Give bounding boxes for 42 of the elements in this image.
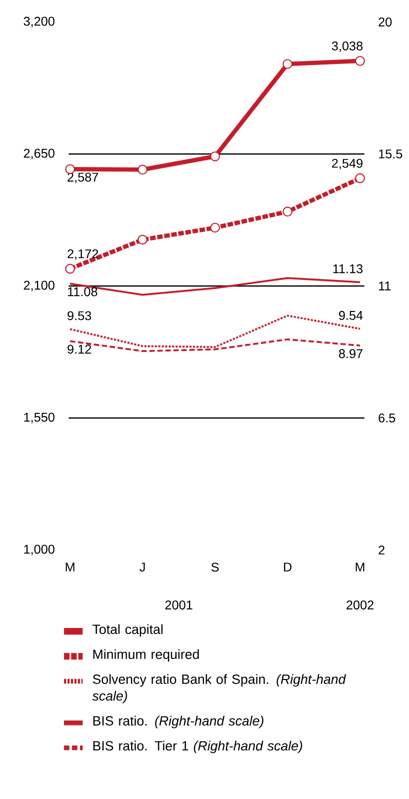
x-tick-label: M — [66, 562, 74, 572]
text: Solvency ratio Bank of Spain. (Right-hand scale) — [92, 674, 346, 704]
legend-label: BIS ratio. Tier 1 (Right-hand scale) — [93, 740, 302, 754]
y-tick-label: 1,550 — [24, 412, 54, 424]
text: 2001 — [165, 600, 192, 610]
data-label: 3,038 — [332, 41, 363, 52]
point — [355, 56, 365, 66]
data-label: 11.13 — [333, 264, 363, 274]
y2-tick-label: 6.5 — [378, 414, 396, 422]
point — [138, 234, 148, 245]
point — [210, 151, 220, 162]
data-label: 9.54 — [339, 310, 363, 320]
y2-tick-label: 20 — [378, 18, 392, 26]
data-label: 11.08 — [68, 287, 98, 296]
data-label: 2,549 — [332, 158, 362, 170]
y2-tick-label: 11 — [379, 282, 391, 290]
point — [282, 59, 292, 69]
y-tick-label: 2,100 — [24, 280, 54, 292]
x-tick-label: J — [140, 562, 145, 572]
point — [65, 264, 76, 274]
point — [282, 206, 292, 217]
data-label: 2,172 — [68, 249, 98, 260]
data-label: 9.12 — [68, 344, 92, 354]
data-label: 8.97 — [338, 349, 362, 358]
line-series — [69, 277, 361, 296]
text: 2002 — [346, 600, 374, 610]
point — [210, 222, 220, 233]
y-tick-label: 1,000 — [24, 544, 54, 556]
x-tick-label: S — [211, 562, 219, 572]
x-tick-label: D — [284, 562, 292, 572]
point — [355, 173, 365, 184]
data-label: 2,587 — [68, 172, 98, 184]
y-tick-label: 3,200 — [24, 16, 54, 28]
y2-tick-label: 2 — [378, 546, 384, 554]
point — [138, 164, 148, 175]
data-label: 9.53 — [68, 311, 92, 320]
legend-label: Total capital — [92, 624, 163, 637]
y-tick-label: 2,650 — [24, 148, 54, 160]
y2-tick-label: 15.5 — [379, 150, 402, 158]
legend-label: BIS ratio. (Right-hand scale) — [93, 716, 264, 728]
legend-label: Minimum required — [93, 649, 199, 662]
x-tick-label: M — [356, 562, 364, 572]
